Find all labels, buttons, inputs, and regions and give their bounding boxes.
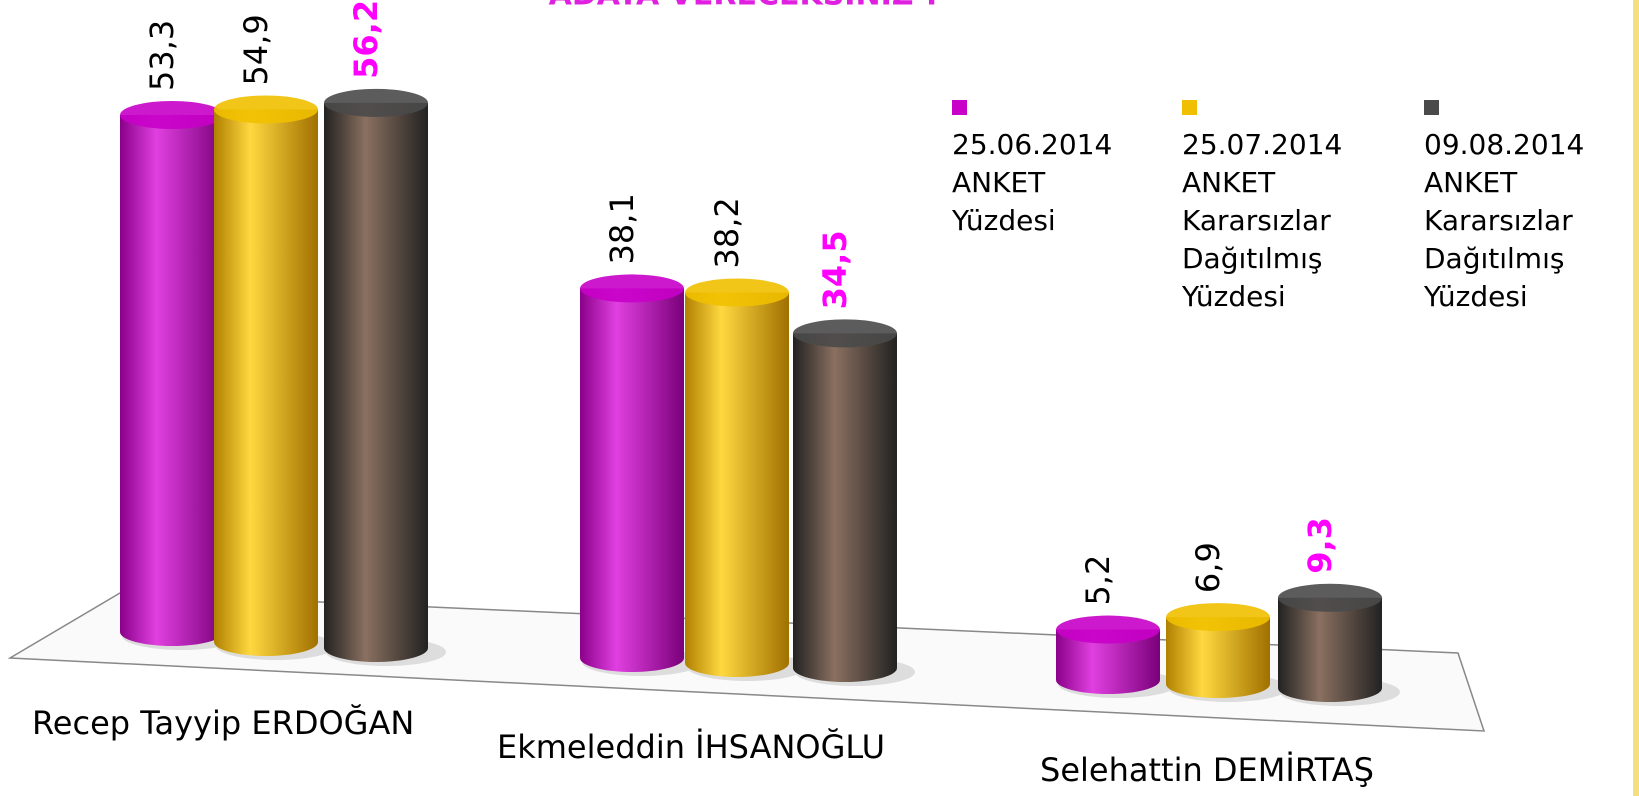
bar (214, 109, 318, 657)
value-label: 38,1 (603, 193, 641, 264)
legend-swatch (1424, 100, 1439, 115)
chart-title: ADAYA VERECEKSİNİZ ? (549, 0, 942, 13)
legend-label: 25.07.2014 ANKET Kararsızlar Dağıtılmış … (1182, 128, 1343, 313)
bar (793, 333, 897, 682)
bar-top (793, 319, 897, 348)
legend-item: 25.06.2014 ANKET Yüzdesi (952, 88, 1122, 240)
legend-label: 25.06.2014 ANKET Yüzdesi (952, 128, 1113, 237)
category-label: Ekmeleddin İHSANOĞLU (497, 727, 885, 766)
value-label: 5,2 (1079, 555, 1117, 606)
legend-label: 09.08.2014 ANKET Kararsızlar Dağıtılmış … (1424, 128, 1585, 313)
value-label: 56,2 (347, 0, 385, 79)
value-label: 38,2 (708, 197, 746, 268)
value-label: 54,9 (237, 14, 275, 85)
bar (685, 292, 789, 677)
bar-top (1056, 615, 1160, 644)
bar-top (1166, 603, 1270, 632)
bar (1166, 617, 1270, 698)
value-label: 9,3 (1301, 517, 1339, 574)
category-label: Recep Tayyip ERDOĞAN (32, 703, 414, 742)
legend-swatch (1182, 100, 1197, 115)
legend-swatch (952, 100, 967, 115)
bar-top (580, 274, 684, 303)
bar (120, 114, 224, 647)
value-label: 6,9 (1189, 542, 1227, 593)
legend-item: 09.08.2014 ANKET Kararsızlar Dağıtılmış … (1424, 88, 1594, 316)
value-label: 34,5 (816, 230, 854, 309)
bar (1278, 597, 1382, 702)
bar-top (685, 278, 789, 307)
bar (324, 102, 428, 662)
edge-strip (1633, 0, 1639, 796)
category-label: Selehattin DEMİRTAŞ (1040, 751, 1374, 789)
value-label: 53,3 (143, 20, 181, 91)
bar (1056, 629, 1160, 694)
bar-top (214, 95, 318, 124)
legend-item: 25.07.2014 ANKET Kararsızlar Dağıtılmış … (1182, 88, 1352, 316)
bar-top (120, 100, 224, 129)
bar (580, 288, 684, 672)
bar-top (1278, 583, 1382, 612)
bar-top (324, 88, 428, 117)
